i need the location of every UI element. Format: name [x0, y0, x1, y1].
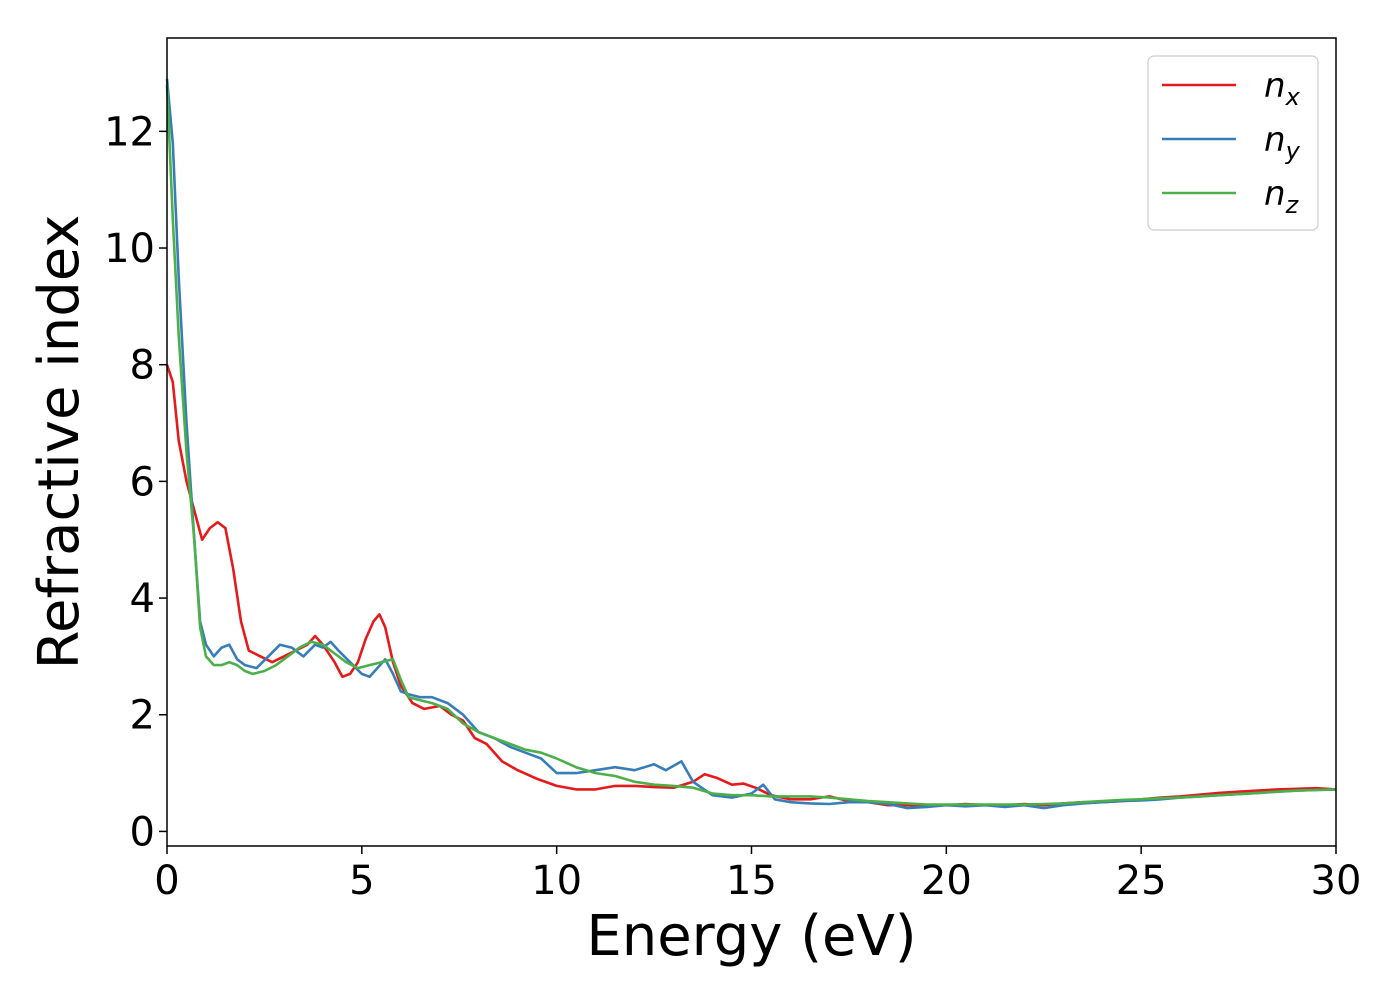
x-tick-label: 5 [349, 858, 374, 904]
legend: nx ny nz [1147, 55, 1319, 231]
x-tick-label: 30 [1311, 858, 1362, 904]
y-tick-label: 12 [104, 109, 155, 155]
x-tick-label: 20 [921, 858, 972, 904]
legend-label-x: nx [1264, 66, 1301, 111]
y-tick-label: 10 [104, 226, 155, 272]
legend-box [1147, 55, 1319, 231]
legend-label-z: nz [1264, 174, 1300, 219]
legend-label-y: ny [1264, 120, 1301, 165]
x-tick-label: 0 [154, 858, 179, 904]
x-tick-label: 25 [1116, 858, 1167, 904]
series-layer [165, 78, 1337, 810]
x-tick-label: 10 [531, 858, 582, 904]
y-tick-label: 0 [130, 809, 155, 855]
x-axis-label: Energy (eV) [586, 904, 916, 969]
y-axis-label: Refractive index [27, 215, 92, 670]
y-tick-label: 2 [130, 693, 155, 739]
y-tick-label: 8 [130, 343, 155, 389]
ticks-layer: 0 5 10 15 20 25 30 0 2 4 6 8 10 12 [104, 109, 1361, 904]
series-line-x [165, 364, 1337, 807]
series-line-y [165, 78, 1337, 810]
y-tick-label: 6 [130, 459, 155, 505]
x-tick-label: 15 [726, 858, 777, 904]
series-line-z [165, 84, 1337, 806]
y-tick-label: 4 [130, 576, 155, 622]
